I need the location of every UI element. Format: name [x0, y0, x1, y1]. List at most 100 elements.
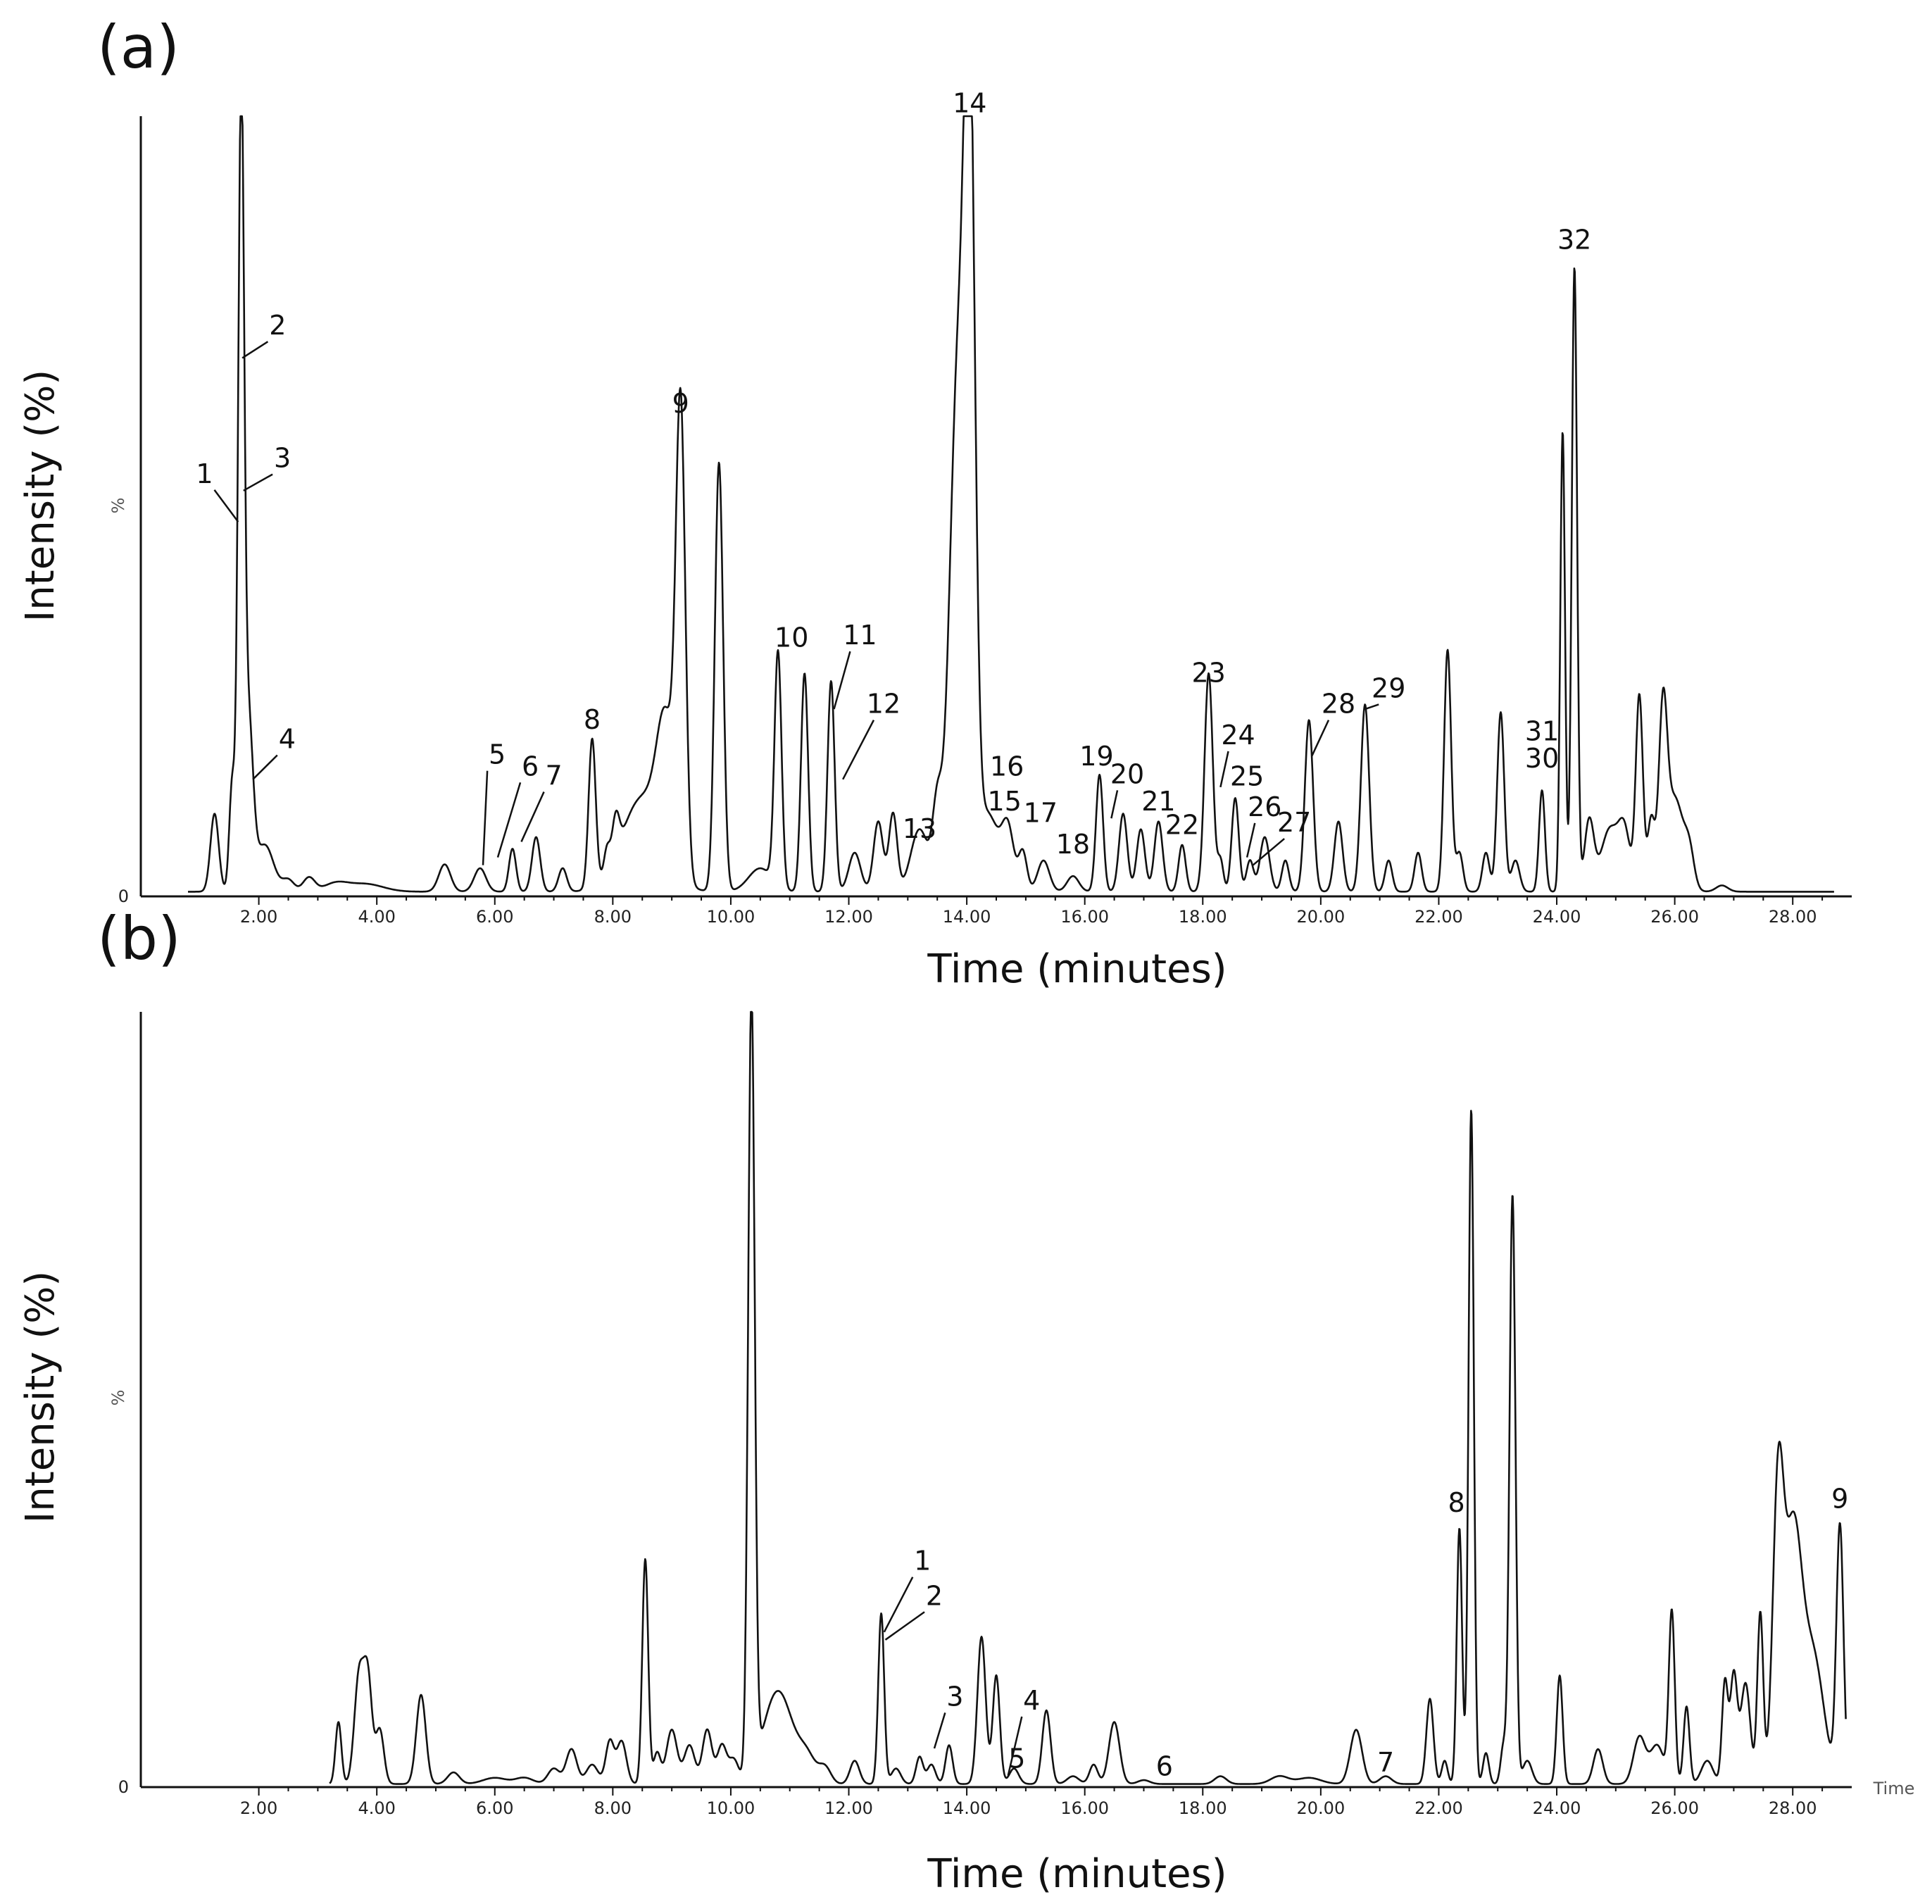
panel-a-peak-label-23: 23	[1191, 657, 1225, 688]
panel-a-x-tick-label-6: 14.00	[943, 907, 991, 927]
panel-a-peak-label-31: 31	[1525, 715, 1559, 746]
panel-b-x-tick-label-13: 28.00	[1769, 1798, 1817, 1818]
panel-a-x-tick-label-4: 10.00	[707, 907, 755, 927]
panel-b-peak-2-leader	[884, 1611, 925, 1641]
panel-b-x-tick-label-7: 16.00	[1060, 1798, 1109, 1818]
panel-a-x-tick-label-5: 12.00	[824, 907, 873, 927]
panel-a-peak-6-leader	[496, 782, 522, 858]
panel-a-peak-27-leader	[1252, 838, 1285, 866]
panel-a-x-tick-label-3: 8.00	[594, 907, 632, 927]
panel-b-x-tick-label-1: 4.00	[358, 1798, 395, 1818]
panel-b-x-tick-label-11: 24.00	[1533, 1798, 1581, 1818]
panel-a-peak-11-leader	[833, 651, 851, 710]
panel-a-peak-28-leader	[1311, 720, 1330, 757]
panel-a-peak-label-10: 10	[774, 622, 808, 653]
panel-a-x-tick-label-13: 28.00	[1769, 907, 1817, 927]
panel-a-peak-26-leader	[1246, 822, 1256, 858]
panel-a-peak-7-leader	[520, 791, 545, 842]
panel-b-y-axis-title: Intensity (%)	[18, 1271, 63, 1523]
panel-a-peak-label-27: 27	[1277, 807, 1311, 838]
panel-b-x-tick-label-12: 26.00	[1650, 1798, 1699, 1818]
panel-a-peak-label-32: 32	[1557, 224, 1591, 255]
panel-b-peak-label-6: 6	[1156, 1750, 1173, 1781]
panel-a-peak-label-5: 5	[489, 739, 506, 770]
panel-a-x-tick-label-10: 22.00	[1414, 907, 1463, 927]
panel-a-peak-24-leader	[1219, 751, 1229, 788]
panel-a-peak-2-leader	[242, 341, 269, 359]
panel-b-peak-label-4: 4	[1023, 1685, 1040, 1716]
panel-a-peak-29-leader	[1365, 703, 1379, 710]
panel-a-x-tick-label-2: 6.00	[476, 907, 513, 927]
panel-a-peak-label-29: 29	[1372, 672, 1405, 703]
panel-a-x-tick-label-9: 20.00	[1297, 907, 1346, 927]
panel-a-peak-label-4: 4	[279, 723, 296, 754]
panel-b-x-tick-label-4: 10.00	[707, 1798, 755, 1818]
panel-a-peak-3-leader	[243, 473, 273, 491]
panel-b-y-zero-label: 0	[118, 1777, 129, 1797]
panel-a-peak-label-30: 30	[1525, 743, 1559, 774]
panel-a-y-axis-title: Intensity (%)	[18, 370, 63, 622]
panel-a-peak-label-28: 28	[1322, 689, 1355, 720]
panel-b-x-tick-label-5: 12.00	[824, 1798, 873, 1818]
panel-a-peak-1-leader	[213, 489, 239, 522]
panel-a-peak-label-13: 13	[903, 813, 936, 844]
panel-a-peak-label-17: 17	[1024, 798, 1058, 829]
panel-a-peak-20-leader	[1110, 790, 1119, 819]
panel-b-x-unit-label: Time	[1873, 1779, 1915, 1798]
panel-a-peak-label-7: 7	[545, 760, 562, 791]
panel-a-x-tick-label-8: 18.00	[1179, 907, 1227, 927]
panel-a-peak-label-21: 21	[1141, 786, 1175, 817]
panel-a-peak-label-8: 8	[584, 704, 601, 735]
panel-a-y-zero-label: 0	[118, 887, 129, 906]
panel-a-peak-label-20: 20	[1110, 758, 1144, 789]
panel-b-label: (b)	[97, 904, 181, 973]
panel-a-x-tick-label-12: 26.00	[1650, 907, 1699, 927]
panel-a-x-tick-label-1: 4.00	[358, 907, 395, 927]
panel-a-x-tick-label-7: 16.00	[1060, 907, 1109, 927]
panel-a-peak-label-18: 18	[1056, 829, 1090, 860]
panel-a-peak-label-1: 1	[196, 458, 213, 489]
panel-a-peak-label-25: 25	[1230, 761, 1264, 792]
panel-b-peak-label-2: 2	[926, 1580, 943, 1611]
panel-a-peak-label-9: 9	[672, 388, 689, 419]
panel-b-peak-4-leader	[1007, 1716, 1023, 1776]
panel-a-x-tick-label-11: 24.00	[1533, 907, 1581, 927]
panel-a-x-tick-label-0: 2.00	[240, 907, 277, 927]
panel-b-chromatogram-trace	[329, 1010, 1847, 1785]
panel-a-peak-label-6: 6	[522, 751, 539, 782]
panel-b: (b) 2.00 4.00 6.00 8.00 10.00 12.00 14.00 16.00…	[18, 904, 1914, 1897]
panel-a-peak-label-12: 12	[867, 689, 901, 720]
panel-a-chromatogram-trace	[187, 115, 1835, 893]
panel-b-peak-label-7: 7	[1377, 1747, 1394, 1778]
panel-b-peak-label-8: 8	[1448, 1487, 1464, 1518]
panel-b-peak-label-9: 9	[1831, 1484, 1848, 1515]
panel-b-x-tick-label-8: 18.00	[1179, 1798, 1227, 1818]
panel-a-peak-label-2: 2	[269, 310, 286, 341]
panel-b-x-tick-label-3: 8.00	[594, 1798, 632, 1818]
panel-b-y-percent-marker: %	[108, 1390, 128, 1406]
panel-a-peak-label-26: 26	[1248, 791, 1281, 822]
panel-a-peak-label-22: 22	[1165, 809, 1199, 840]
panel-a-peak-label-15: 15	[988, 786, 1022, 817]
panel-b-x-axis-title: Time (minutes)	[927, 1851, 1227, 1897]
panel-a: (a) 2.00 4.00 6.00 8.00 10.00 12.00 14.00 16.00…	[18, 13, 1852, 992]
panel-a-x-axis-title: Time (minutes)	[927, 946, 1227, 992]
panel-a-peak-label-24: 24	[1221, 720, 1255, 751]
panel-b-x-tick-label-10: 22.00	[1414, 1798, 1463, 1818]
panel-b-peak-label-1: 1	[914, 1546, 931, 1577]
panel-b-x-tick-label-2: 6.00	[476, 1798, 513, 1818]
panel-a-peak-label-3: 3	[274, 443, 291, 474]
panel-a-peak-label-11: 11	[843, 620, 877, 651]
panel-b-peak-label-5: 5	[1008, 1743, 1025, 1774]
panel-b-x-tick-label-6: 14.00	[943, 1798, 991, 1818]
panel-b-peak-3-leader	[933, 1712, 946, 1749]
panel-b-x-ticks: 2.00 4.00 6.00 8.00 10.00 12.00 14.00 16.00 18.0…	[240, 1787, 1824, 1818]
panel-b-x-tick-label-0: 2.00	[240, 1798, 277, 1818]
panel-a-peak-label-16: 16	[990, 751, 1024, 782]
panel-b-peak-annotations: 12 3 4 5 6 7 8 9	[883, 1484, 1848, 1781]
panel-a-peak-label-19: 19	[1079, 741, 1113, 772]
panel-a-label: (a)	[97, 13, 180, 82]
panel-a-y-percent-marker: %	[108, 498, 128, 514]
